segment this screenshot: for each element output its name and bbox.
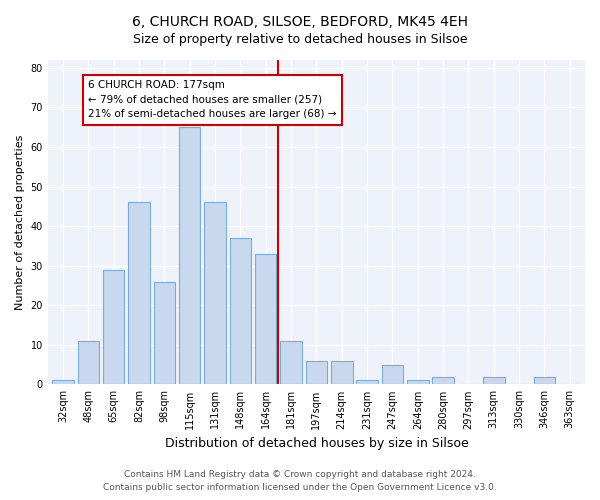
- Y-axis label: Number of detached properties: Number of detached properties: [15, 134, 25, 310]
- Bar: [204, 202, 226, 384]
- Bar: [433, 376, 454, 384]
- Bar: [230, 238, 251, 384]
- Bar: [280, 341, 302, 384]
- Text: 6, CHURCH ROAD, SILSOE, BEDFORD, MK45 4EH: 6, CHURCH ROAD, SILSOE, BEDFORD, MK45 4E…: [132, 15, 468, 29]
- Bar: [128, 202, 150, 384]
- Bar: [52, 380, 74, 384]
- Text: Contains HM Land Registry data © Crown copyright and database right 2024.
Contai: Contains HM Land Registry data © Crown c…: [103, 470, 497, 492]
- Bar: [533, 376, 555, 384]
- X-axis label: Distribution of detached houses by size in Silsoe: Distribution of detached houses by size …: [164, 437, 468, 450]
- Text: Size of property relative to detached houses in Silsoe: Size of property relative to detached ho…: [133, 32, 467, 46]
- Text: 6 CHURCH ROAD: 177sqm
← 79% of detached houses are smaller (257)
21% of semi-det: 6 CHURCH ROAD: 177sqm ← 79% of detached …: [88, 80, 337, 120]
- Bar: [407, 380, 428, 384]
- Bar: [154, 282, 175, 385]
- Bar: [305, 360, 327, 384]
- Bar: [179, 128, 200, 384]
- Bar: [483, 376, 505, 384]
- Bar: [103, 270, 124, 384]
- Bar: [255, 254, 277, 384]
- Bar: [382, 364, 403, 384]
- Bar: [356, 380, 378, 384]
- Bar: [77, 341, 99, 384]
- Bar: [331, 360, 353, 384]
